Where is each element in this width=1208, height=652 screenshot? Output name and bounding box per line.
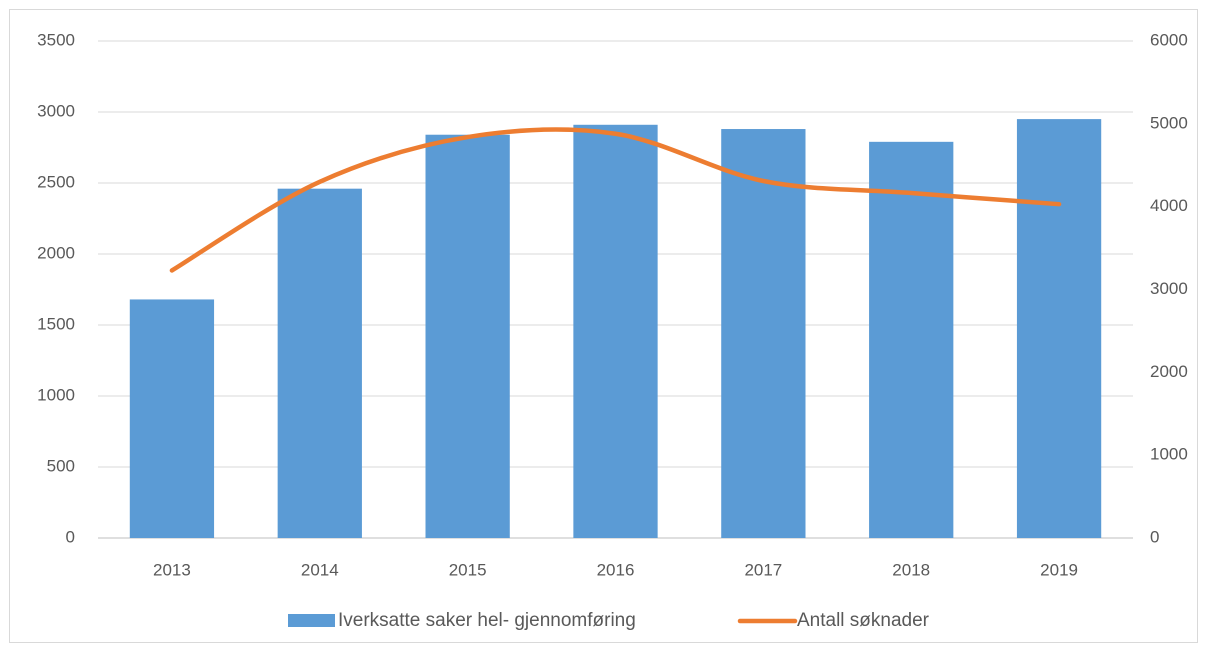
y-tick-label: 3000 — [37, 101, 75, 120]
y-tick-label: 1500 — [37, 314, 75, 333]
bar — [721, 129, 806, 539]
y2-tick-label: 2000 — [1150, 362, 1188, 381]
bar — [277, 188, 362, 538]
y2-tick-label: 4000 — [1150, 196, 1188, 215]
legend-label: Iverksatte saker hel- gjennomføring — [338, 610, 636, 631]
y2-tick-label: 1000 — [1150, 445, 1188, 464]
bar — [425, 134, 510, 538]
legend-label: Antall søknader — [797, 610, 930, 631]
y2-tick-label: 5000 — [1150, 113, 1188, 132]
bar — [573, 124, 658, 538]
bar — [1016, 119, 1102, 538]
x-tick-label: 2018 — [892, 560, 930, 579]
y-tick-label: 0 — [66, 527, 75, 546]
y-tick-label: 2000 — [37, 243, 75, 262]
y-tick-label: 1000 — [37, 385, 75, 404]
y2-tick-label: 6000 — [1150, 30, 1188, 49]
y2-tick-label: 3000 — [1150, 279, 1188, 298]
x-tick-label: 2019 — [1040, 560, 1078, 579]
y-tick-label: 3500 — [37, 30, 75, 49]
x-tick-label: 2013 — [153, 560, 191, 579]
bar — [869, 141, 954, 538]
y-tick-label: 2500 — [37, 172, 75, 191]
y-tick-label: 500 — [47, 456, 75, 475]
x-tick-label: 2014 — [301, 560, 339, 579]
x-tick-label: 2017 — [744, 560, 782, 579]
y2-tick-label: 0 — [1150, 527, 1159, 546]
line — [169, 127, 1062, 273]
x-tick-label: 2015 — [449, 560, 487, 579]
legend-swatch — [288, 614, 335, 627]
x-tick-label: 2016 — [597, 560, 635, 579]
bar — [129, 299, 215, 538]
